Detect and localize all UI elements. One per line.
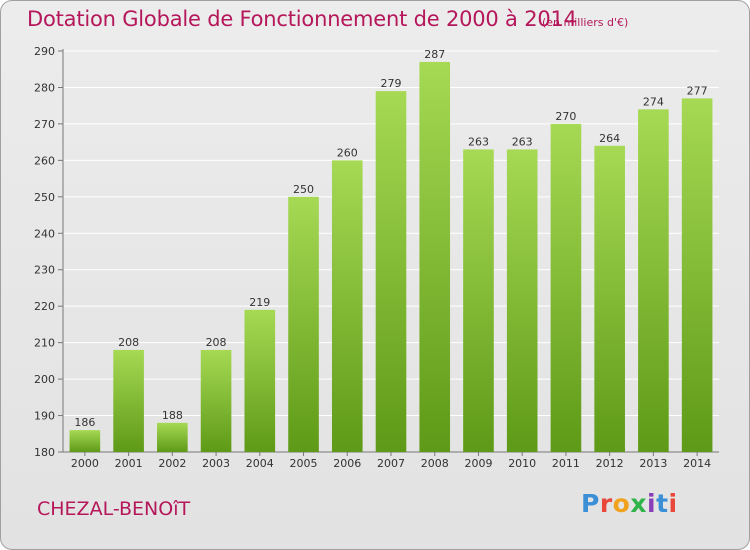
- data-label: 270: [555, 110, 576, 123]
- bar: [550, 123, 582, 452]
- y-tick-label: 260: [34, 154, 55, 167]
- logo-letter: P: [581, 489, 600, 518]
- bar: [419, 61, 451, 452]
- x-tick-label: 2000: [71, 457, 99, 470]
- data-label: 250: [293, 183, 314, 196]
- proxiti-logo[interactable]: Proxiti: [581, 489, 678, 518]
- commune-name: CHEZAL-BENOîT: [37, 498, 191, 520]
- x-tick-label: 2011: [552, 457, 580, 470]
- bar: [506, 149, 538, 452]
- x-tick-label: 2004: [246, 457, 274, 470]
- x-tick-label: 2007: [377, 457, 405, 470]
- x-tick-label: 2005: [290, 457, 318, 470]
- y-tick-label: 280: [34, 81, 55, 94]
- bar: [638, 109, 669, 452]
- x-tick-label: 2002: [158, 457, 186, 470]
- x-tick-label: 2006: [333, 457, 361, 470]
- data-label: 208: [206, 336, 227, 349]
- x-tick-label: 2013: [639, 457, 667, 470]
- y-tick-label: 180: [34, 446, 55, 459]
- x-tick-label: 2003: [202, 457, 230, 470]
- bar: [113, 349, 144, 452]
- chart-title: Dotation Globale de Fonctionnement de 20…: [27, 7, 577, 31]
- data-label: 264: [599, 132, 620, 145]
- bar: [157, 422, 188, 452]
- bar: [594, 145, 625, 453]
- chart-unit: (en milliers d'€): [542, 16, 629, 29]
- bar: [244, 309, 276, 452]
- bar: [200, 349, 232, 452]
- y-tick-label: 250: [34, 191, 55, 204]
- x-tick-label: 2001: [115, 457, 143, 470]
- logo-letter: o: [612, 489, 631, 518]
- y-tick-label: 290: [34, 45, 55, 58]
- data-label: 277: [687, 84, 708, 97]
- logo-letter: i: [668, 489, 678, 518]
- y-tick-label: 210: [34, 337, 55, 350]
- x-tick-label: 2008: [421, 457, 449, 470]
- y-tick-label: 200: [34, 373, 55, 386]
- y-tick-label: 230: [34, 264, 55, 277]
- y-tick-label: 220: [34, 300, 55, 313]
- bar: [681, 98, 713, 453]
- y-tick-label: 270: [34, 118, 55, 131]
- data-label: 260: [337, 146, 358, 159]
- y-tick-label: 190: [34, 410, 55, 423]
- data-label: 208: [118, 336, 139, 349]
- data-label: 219: [249, 296, 270, 309]
- data-label: 279: [381, 77, 402, 90]
- bar: [375, 91, 407, 452]
- bars: [69, 61, 713, 453]
- bar: [69, 430, 101, 452]
- x-tick-label: 2010: [508, 457, 536, 470]
- x-tick-label: 2014: [683, 457, 711, 470]
- bar: [288, 196, 319, 452]
- data-label: 186: [74, 416, 95, 429]
- logo-letter: t: [656, 489, 669, 518]
- data-label: 188: [162, 409, 183, 422]
- logo-letter: r: [599, 489, 613, 518]
- bar: [331, 160, 363, 452]
- labels: 180 190 200 210 220 230 240 250 260 270 280 290 186 2…: [34, 45, 711, 470]
- x-tick-label: 2009: [464, 457, 492, 470]
- y-tick-label: 240: [34, 227, 55, 240]
- x-tick-label: 2012: [596, 457, 624, 470]
- logo-letter: i: [647, 489, 657, 518]
- data-label: 274: [643, 95, 664, 108]
- data-label: 263: [512, 135, 533, 148]
- logo-letter: x: [630, 489, 647, 518]
- data-label: 263: [468, 135, 489, 148]
- bar: [463, 149, 494, 452]
- data-label: 287: [424, 48, 445, 61]
